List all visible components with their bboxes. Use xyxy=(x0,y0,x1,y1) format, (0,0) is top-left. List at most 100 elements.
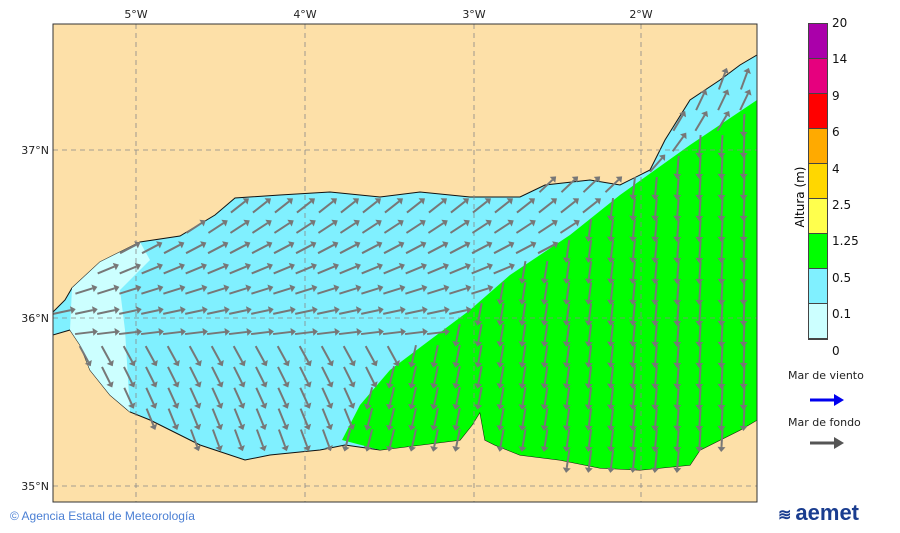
swell-arrow xyxy=(316,306,340,315)
swell-arrow xyxy=(739,89,752,111)
swell-arrow xyxy=(338,306,362,315)
swell-arrow xyxy=(384,198,403,214)
swell-arrow xyxy=(119,284,142,295)
swell-arrow xyxy=(496,323,505,347)
swell-arrow xyxy=(584,302,593,326)
swell-arrow xyxy=(562,323,571,347)
swell-arrow xyxy=(405,241,427,255)
swell-arrow xyxy=(210,345,224,367)
swell-arrow xyxy=(272,327,296,336)
swell-arrow xyxy=(474,323,483,347)
swell-arrow xyxy=(405,262,427,275)
swell-arrow xyxy=(189,366,202,388)
colorbar-segment xyxy=(809,234,827,269)
swell-arrow xyxy=(496,302,505,326)
swell-arrow xyxy=(493,262,515,275)
swell-arrow xyxy=(141,284,164,295)
swell-arrow xyxy=(518,260,527,284)
swell-arrow xyxy=(211,429,223,452)
swell-arrow xyxy=(233,387,246,409)
swell-arrow xyxy=(189,429,201,452)
swell-arrow xyxy=(584,365,593,389)
swell-arrow xyxy=(673,449,682,473)
swell-arrow xyxy=(717,134,726,158)
swell-arrow xyxy=(493,219,514,234)
swell-arrow xyxy=(229,219,250,234)
swell-arrow xyxy=(119,241,141,255)
swell-arrow xyxy=(383,262,405,275)
swell-arrow xyxy=(250,306,274,315)
swell-arrow xyxy=(321,387,334,409)
swell-arrow xyxy=(274,198,293,214)
swell-arrow xyxy=(518,281,527,305)
swell-arrow xyxy=(739,176,748,200)
wave-direction-arrows xyxy=(52,67,752,473)
swell-arrow xyxy=(167,408,180,430)
swell-arrow xyxy=(606,197,615,221)
swell-arrow xyxy=(404,327,428,336)
swell-arrow xyxy=(360,306,384,315)
swell-arrow xyxy=(299,366,312,388)
swell-arrow xyxy=(365,366,378,388)
swell-arrow xyxy=(299,408,312,430)
swell-arrow xyxy=(496,428,505,452)
swell-arrow xyxy=(584,449,593,473)
swell-arrow xyxy=(560,176,579,193)
swell-arrow xyxy=(739,260,748,284)
swell-arrow xyxy=(229,284,252,295)
high-wave-zone xyxy=(342,100,757,470)
colorbar-tick-label: 2.5 xyxy=(832,198,852,212)
swell-arrow xyxy=(739,67,751,90)
swell-arrow xyxy=(717,344,726,368)
swell-arrow xyxy=(228,327,252,336)
swell-arrow xyxy=(427,241,449,255)
swell-arrow xyxy=(606,386,615,410)
swell-arrow xyxy=(673,386,682,410)
swell-arrow xyxy=(717,155,726,179)
swell-arrow xyxy=(277,366,290,388)
swell-arrow xyxy=(739,323,748,347)
swell-arrow xyxy=(496,407,505,431)
swell-arrow xyxy=(629,428,638,452)
swell-arrow xyxy=(584,407,593,431)
swell-arrow xyxy=(584,428,593,452)
swell-arrow xyxy=(408,344,417,368)
swell-arrow xyxy=(651,428,660,452)
swell-arrow xyxy=(562,281,571,305)
swell-arrow xyxy=(75,284,98,295)
swell-arrow xyxy=(343,366,356,388)
swell-arrow xyxy=(428,198,447,214)
swell-arrow xyxy=(538,198,557,214)
swell-arrow xyxy=(717,365,726,389)
swell-arrow xyxy=(471,219,492,234)
swell-arrow xyxy=(452,386,461,410)
swell-arrow xyxy=(540,407,549,431)
swell-arrow xyxy=(606,239,615,263)
swell-arrow xyxy=(673,428,682,452)
swell-arrow xyxy=(299,429,311,452)
swell-arrow xyxy=(277,408,290,430)
swell-arrow xyxy=(211,408,224,430)
swell-arrow xyxy=(140,327,164,336)
colorbar-tick-label: 0 xyxy=(832,343,840,358)
swell-arrow xyxy=(343,387,356,409)
swell-arrow xyxy=(255,408,268,430)
swell-arrow xyxy=(739,218,748,242)
swell-arrow xyxy=(100,345,114,367)
swell-arrow xyxy=(321,366,334,388)
swell-arrow xyxy=(717,386,726,410)
swell-arrow xyxy=(364,345,378,367)
swell-arrow xyxy=(230,198,249,214)
swell-arrow xyxy=(361,262,383,275)
swell-arrow xyxy=(518,407,527,431)
swell-arrow xyxy=(537,219,558,234)
swell-arrow xyxy=(673,281,682,305)
swell-arrow xyxy=(119,262,141,275)
lat-label: 35°N xyxy=(21,480,49,493)
swell-arrow xyxy=(430,386,439,410)
swell-arrow xyxy=(408,407,417,431)
swell-arrow xyxy=(252,198,271,214)
swell-arrow xyxy=(496,281,505,305)
swell-arrow xyxy=(406,198,425,214)
swell-arrow xyxy=(562,365,571,389)
